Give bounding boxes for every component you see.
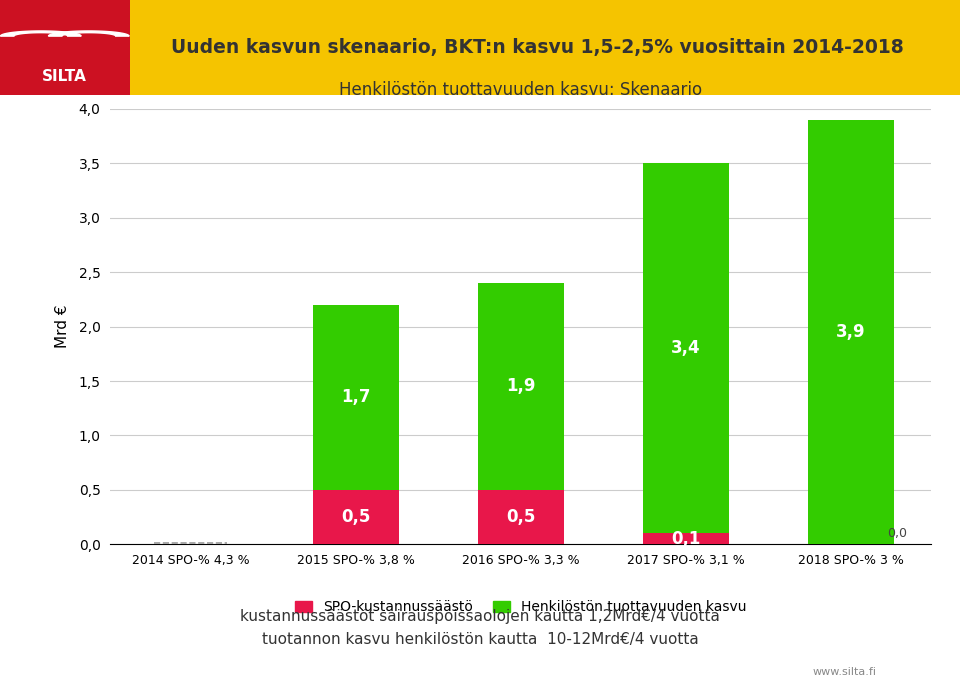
Bar: [478, 283, 564, 490]
Text: 1,7: 1,7: [341, 389, 371, 407]
Bar: [643, 163, 729, 533]
Polygon shape: [48, 31, 129, 36]
Bar: [808, 120, 894, 544]
Text: 0,5: 0,5: [506, 508, 536, 526]
Text: kustannussäästöt sairauspoissaolojen kautta 1,2Mrd€/4 vuotta: kustannussäästöt sairauspoissaolojen kau…: [240, 609, 720, 624]
Text: 0,1: 0,1: [671, 530, 701, 548]
Legend: SPO-kustannussäästö, Henkilöstön tuottavuuden kasvu: SPO-kustannussäästö, Henkilöstön tuottav…: [289, 595, 753, 620]
Text: 3,9: 3,9: [836, 323, 866, 341]
Text: tuotannon kasvu henkilöstön kautta  10-12Mrd€/4 vuotta: tuotannon kasvu henkilöstön kautta 10-12…: [262, 632, 698, 647]
Polygon shape: [1, 31, 81, 36]
Bar: [313, 490, 398, 544]
Text: 0,5: 0,5: [341, 508, 371, 526]
Bar: [478, 490, 564, 544]
Bar: [643, 533, 729, 544]
Text: 0,0: 0,0: [887, 527, 907, 540]
Text: 1,9: 1,9: [506, 378, 536, 395]
Y-axis label: Mrd €: Mrd €: [56, 305, 70, 349]
Title: Henkilöstön tuottavuuden kasvu: Skenaario: Henkilöstön tuottavuuden kasvu: Skenaari…: [339, 81, 703, 99]
Text: Uuden kasvun skenaario, BKT:n kasvu 1,5-2,5% vuosittain 2014-2018: Uuden kasvun skenaario, BKT:n kasvu 1,5-…: [171, 38, 904, 57]
Text: SILTA: SILTA: [42, 69, 87, 83]
Text: 3,4: 3,4: [671, 340, 701, 358]
Bar: [313, 305, 398, 490]
Bar: [0, 0, 130, 95]
Text: www.silta.fi: www.silta.fi: [813, 666, 876, 677]
